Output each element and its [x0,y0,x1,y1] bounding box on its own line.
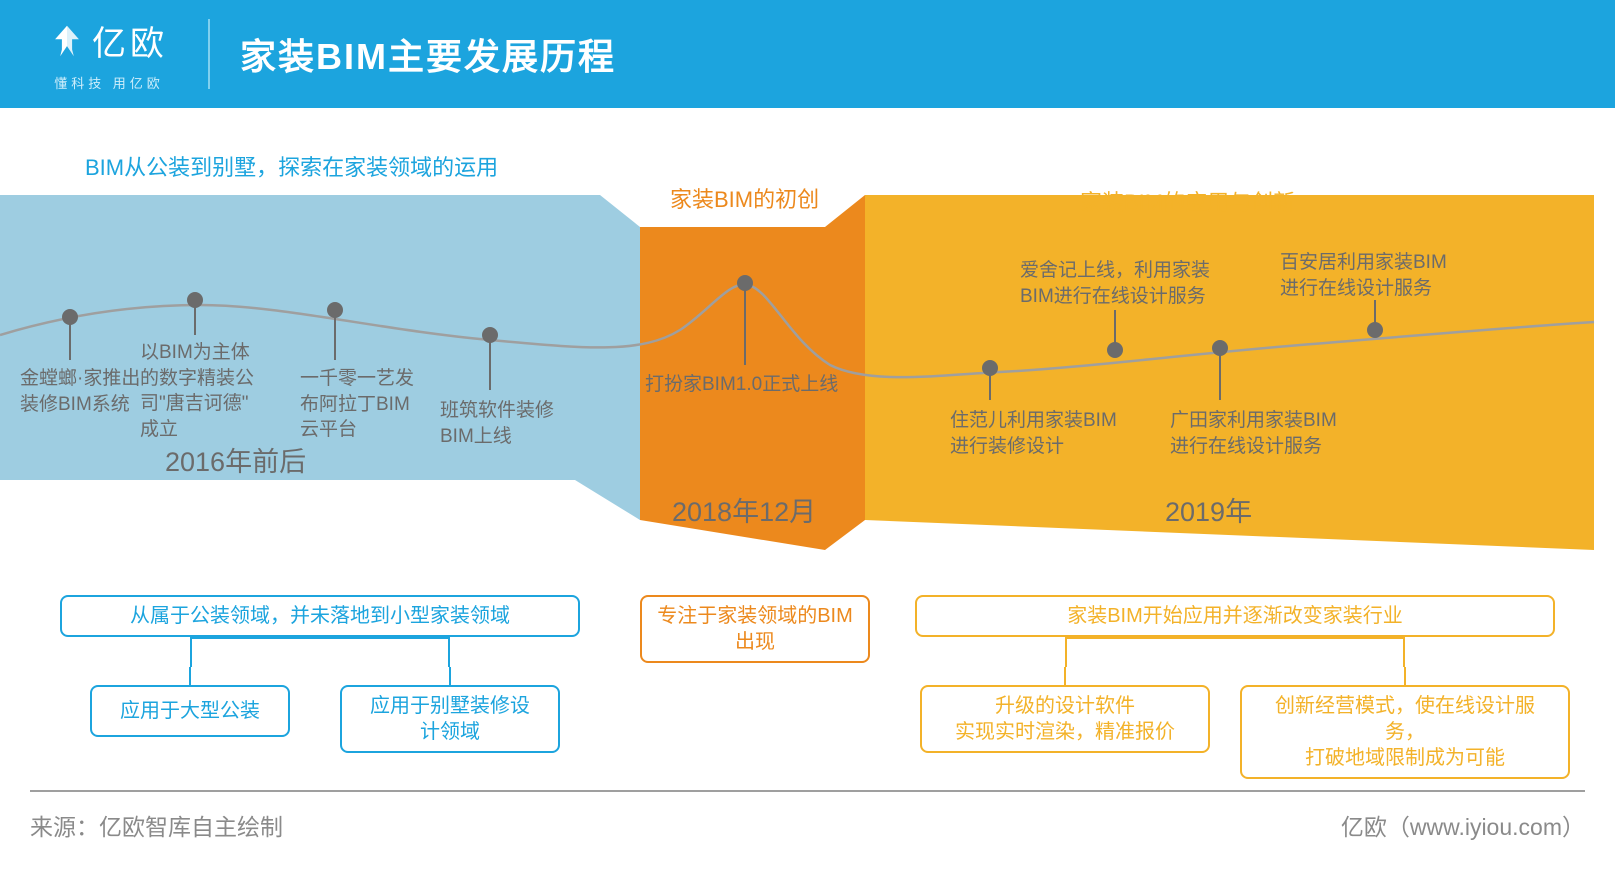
event-dot [482,327,498,343]
phase-title-p3: 家装BIM的应用与创新 [1080,185,1295,217]
phase-period-p3: 2019年 [1165,490,1252,529]
event-dot [1367,322,1383,338]
summary-connector-stem [449,667,451,685]
event-dot [62,309,78,325]
footer-source: 来源：亿欧智库自主绘制 [30,808,283,842]
event-label: 百安居利用家装BIM 进行在线设计服务 [1280,250,1447,301]
event-label: 广田家利用家装BIM 进行在线设计服务 [1170,408,1337,459]
phase-period-p2: 2018年12月 [672,490,816,529]
event-dot [327,302,343,318]
footer-divider [30,790,1585,792]
page-title: 家装BIM主要发展历程 [240,28,616,80]
summary-main-2: 家装BIM开始应用并逐渐改变家装行业 [915,595,1555,637]
summary-child-0-1: 应用于别墅装修设 计领域 [340,685,560,753]
phase-title-p1: BIM从公装到别墅，探索在家装领域的运用 [85,150,498,182]
event-stem [744,283,746,365]
event-label: 一千零一艺发 布阿拉丁BIM 云平台 [300,366,414,443]
summary-child-2-1: 创新经营模式，使在线设计服务， 打破地域限制成为可能 [1240,685,1570,779]
phase-title-p2: 家装BIM的初创 [670,182,819,214]
phase-period-p1: 2016年前后 [165,440,306,479]
event-label: 打扮家BIM1.0正式上线 [645,372,838,398]
summary-main-1: 专注于家装领域的BIM 出现 [640,595,870,663]
event-label: 住范儿利用家装BIM 进行装修设计 [950,408,1117,459]
phase-shape-p1 [0,195,640,520]
event-label: 以BIM为主体 的数字精装公 司"唐吉诃德" 成立 [140,340,254,443]
header-bar: 亿欧 懂科技 用亿欧 家装BIM主要发展历程 [0,0,1615,108]
event-dot [1212,340,1228,356]
event-label: 爱舍记上线，利用家装 BIM进行在线设计服务 [1020,258,1210,309]
summary-area: 从属于公装领域，并未落地到小型家装领域应用于大型公装应用于别墅装修设 计领域 专注… [0,595,1615,775]
summary-main-0: 从属于公装领域，并未落地到小型家装领域 [60,595,580,637]
event-dot [187,292,203,308]
logo-block: 亿欧 懂科技 用亿欧 [50,16,198,92]
footer-brand: 亿欧（www.iyiou.com） [1341,808,1585,842]
summary-connector-stem [1404,667,1406,685]
event-stem [489,335,491,390]
summary-connector [1065,637,1405,667]
event-dot [982,360,998,376]
footer: 来源：亿欧智库自主绘制 亿欧（www.iyiou.com） [30,808,1585,842]
summary-connector-stem [189,667,191,685]
event-label: 金螳螂·家推出 装修BIM系统 [20,366,140,417]
logo-tagline: 懂科技 用亿欧 [54,73,164,92]
logo-icon [50,24,84,58]
summary-child-2-0: 升级的设计软件 实现实时渲染，精准报价 [920,685,1210,753]
summary-child-0-0: 应用于大型公装 [90,685,290,737]
event-dot [737,275,753,291]
logo-name: 亿欧 [92,16,168,65]
timeline-stage: BIM从公装到别墅，探索在家装领域的运用 2016年前后金螳螂·家推出 装修BIM… [0,150,1615,570]
summary-connector-stem [1064,667,1066,685]
summary-connector [190,637,450,667]
event-label: 班筑软件装修 BIM上线 [440,398,554,449]
event-dot [1107,342,1123,358]
header-divider [208,19,210,89]
